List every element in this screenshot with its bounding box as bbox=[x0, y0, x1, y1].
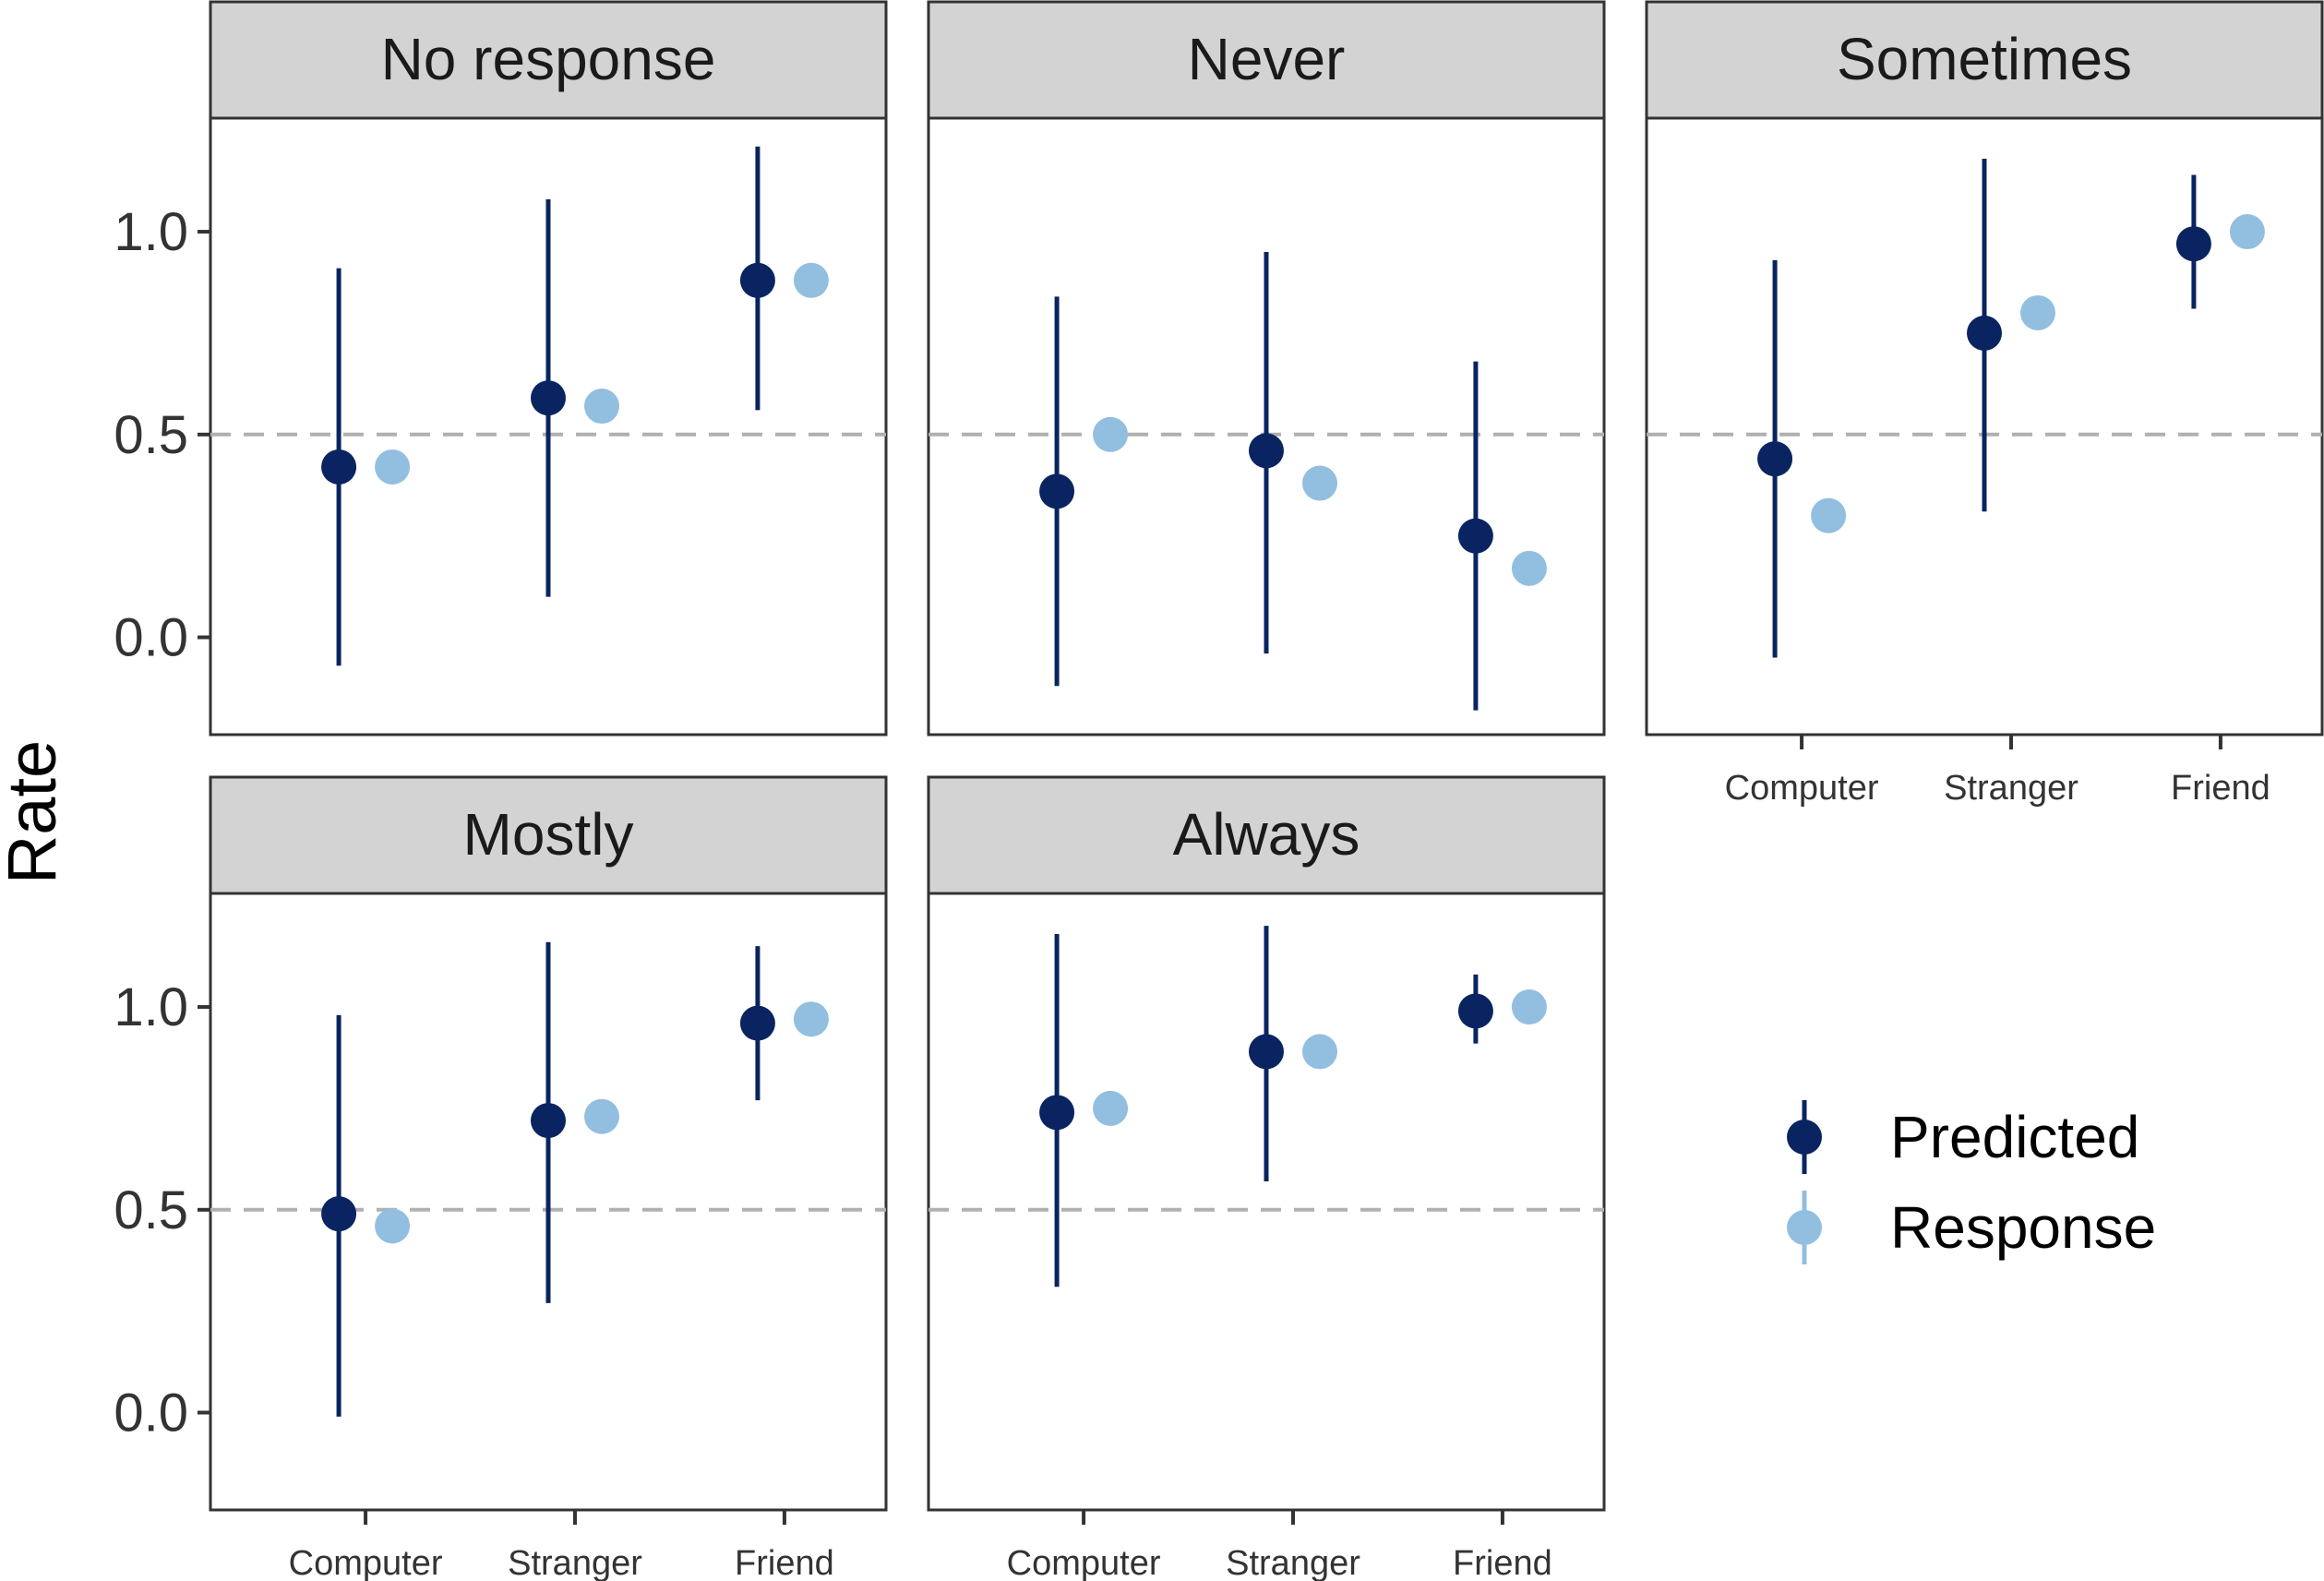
panel-no-response-y-tick-label: 0.5 bbox=[114, 405, 188, 465]
chart-panels: No response 1.0 0.5 0.0 Never Sometimes Comput… bbox=[114, 0, 2324, 1581]
panel-no-response-stranger-response-point bbox=[584, 389, 619, 425]
panel-always-friend-predicted-point bbox=[1457, 993, 1493, 1029]
panel-never-stranger-response-point bbox=[1302, 465, 1337, 501]
panel-always-friend-response-point bbox=[1511, 989, 1547, 1025]
panel-mostly-stranger-response-point bbox=[584, 1098, 619, 1134]
panel-mostly-computer-response-point bbox=[375, 1208, 411, 1244]
panel-no-response-y-tick-label: 1.0 bbox=[114, 202, 188, 262]
panel-never-friend-predicted-point bbox=[1457, 518, 1493, 554]
panel-mostly-friend-predicted-point bbox=[739, 1005, 775, 1041]
legend-predicted-label: Predicted bbox=[1890, 1104, 2139, 1170]
panel-mostly-x-tick-label: Stranger bbox=[508, 1544, 642, 1581]
panel-always-x-tick-label: Computer bbox=[1007, 1544, 1161, 1581]
legend: Predicted Response bbox=[1787, 1100, 2156, 1264]
panel-mostly-title: Mostly bbox=[463, 801, 634, 868]
panel-never-title: Never bbox=[1188, 26, 1346, 92]
panel-always-stranger-response-point bbox=[1302, 1034, 1337, 1070]
panel-mostly-x-tick-label: Computer bbox=[289, 1544, 443, 1581]
panel-sometimes-strip bbox=[1645, 0, 2324, 120]
panel-no-response-strip bbox=[209, 0, 888, 120]
panel-always-computer-response-point bbox=[1093, 1090, 1129, 1126]
panel-never-friend-response-point bbox=[1511, 550, 1547, 586]
panel-always-title: Always bbox=[1173, 801, 1360, 868]
panel-never-computer-response-point bbox=[1093, 416, 1129, 452]
panel-mostly-friend-response-point bbox=[793, 1001, 829, 1037]
panel-mostly-y-tick-label: 0.5 bbox=[114, 1180, 188, 1240]
panel-mostly-stranger-predicted-point bbox=[531, 1103, 566, 1139]
panel-always-x-tick-label: Stranger bbox=[1226, 1544, 1360, 1581]
panel-sometimes-stranger-response-point bbox=[2020, 294, 2055, 330]
panel-sometimes-friend-response-point bbox=[2229, 214, 2265, 250]
panel-mostly: Mostly 1.0 0.5 0.0 Computer Stranger Friend bbox=[114, 775, 888, 1581]
panel-mostly-y-tick-label: 1.0 bbox=[114, 977, 188, 1037]
legend-predicted-key-point bbox=[1787, 1120, 1822, 1155]
panel-sometimes-x-tick-label: Computer bbox=[1725, 769, 1879, 808]
panel-sometimes-computer-response-point bbox=[1811, 497, 1847, 533]
panel-sometimes-computer-predicted-point bbox=[1757, 441, 1793, 477]
panel-always-stranger-predicted-point bbox=[1249, 1034, 1284, 1070]
panel-no-response-computer-predicted-point bbox=[321, 449, 357, 485]
y-axis-label: Rate bbox=[0, 740, 70, 884]
panel-no-response: No response 1.0 0.5 0.0 bbox=[114, 0, 888, 737]
panel-sometimes-x-tick-label: Friend bbox=[2171, 769, 2270, 808]
panel-no-response-stranger-predicted-point bbox=[531, 380, 566, 416]
panel-no-response-y-tick-label: 0.0 bbox=[114, 608, 188, 668]
panel-sometimes: Sometimes Computer Stranger Friend bbox=[1645, 0, 2324, 808]
legend-response-key-point bbox=[1787, 1210, 1822, 1245]
panel-never-computer-predicted-point bbox=[1039, 473, 1075, 509]
panel-always-computer-predicted-point bbox=[1039, 1095, 1075, 1131]
panel-mostly-y-tick-label: 0.0 bbox=[114, 1383, 188, 1443]
panel-always-strip bbox=[927, 775, 1606, 895]
panel-mostly-computer-predicted-point bbox=[321, 1196, 357, 1232]
panel-never-strip bbox=[927, 0, 1606, 120]
panel-sometimes-friend-predicted-point bbox=[2175, 226, 2211, 262]
panel-no-response-friend-predicted-point bbox=[739, 262, 775, 298]
panel-sometimes-stranger-predicted-point bbox=[1967, 315, 2002, 351]
panel-no-response-title: No response bbox=[381, 26, 716, 92]
panel-sometimes-title: Sometimes bbox=[1837, 26, 2132, 92]
panel-always: Always Computer Stranger Friend bbox=[927, 775, 1606, 1581]
panel-always-x-tick-label: Friend bbox=[1453, 1544, 1552, 1581]
legend-response-label: Response bbox=[1890, 1194, 2156, 1261]
panel-no-response-computer-response-point bbox=[375, 449, 411, 485]
panel-sometimes-x-tick-label: Stranger bbox=[1944, 769, 2078, 808]
panel-never-stranger-predicted-point bbox=[1249, 433, 1284, 469]
panel-mostly-x-tick-label: Friend bbox=[735, 1544, 834, 1581]
panel-never: Never bbox=[927, 0, 1606, 737]
panel-mostly-strip bbox=[209, 775, 888, 895]
panel-no-response-friend-response-point bbox=[793, 262, 829, 298]
